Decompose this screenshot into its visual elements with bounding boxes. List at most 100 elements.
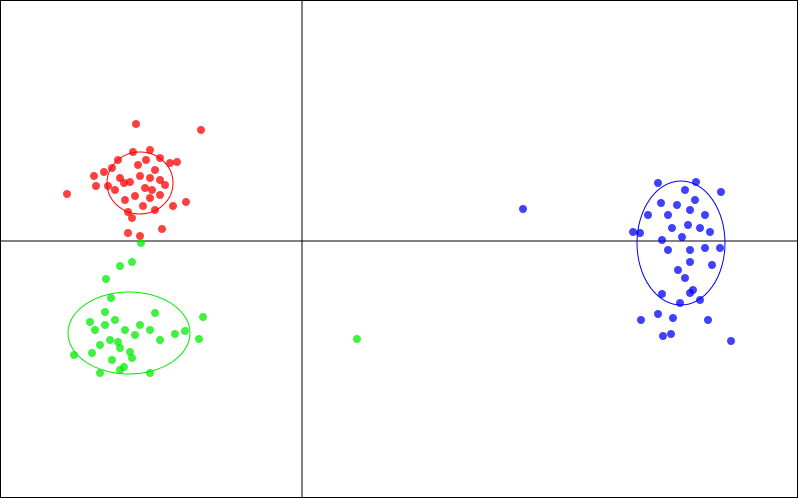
- scatter-point: [114, 338, 122, 346]
- scatter-point: [101, 321, 109, 329]
- scatter-point: [629, 228, 637, 236]
- scatter-point: [654, 179, 662, 187]
- scatter-point: [92, 182, 100, 190]
- scatter-point: [124, 229, 132, 237]
- scatter-point: [706, 228, 714, 236]
- scatter-point: [681, 274, 689, 282]
- scatter-point: [166, 159, 174, 167]
- scatter-point: [134, 161, 142, 169]
- scatter-point: [658, 290, 666, 298]
- scatter-point: [353, 335, 361, 343]
- scatter-point: [131, 192, 139, 200]
- scatter-point: [156, 191, 164, 199]
- scatter-point: [91, 326, 99, 334]
- cluster-ellipse: [67, 291, 191, 375]
- scatter-point: [654, 310, 662, 318]
- scatter-point: [717, 188, 725, 196]
- scatter-point: [664, 246, 672, 254]
- scatter-point: [136, 172, 144, 180]
- scatter-point: [148, 186, 156, 194]
- scatter-point: [691, 196, 699, 204]
- scatter-point: [100, 168, 108, 176]
- scatter-point: [696, 296, 704, 304]
- scatter-point: [519, 205, 527, 213]
- scatter-point: [689, 286, 697, 294]
- scatter-point: [146, 146, 154, 154]
- scatter-point: [657, 199, 665, 207]
- scatter-point: [696, 224, 704, 232]
- scatter-point: [636, 229, 644, 237]
- scatter-point: [141, 184, 149, 192]
- scatter-point: [156, 176, 164, 184]
- scatter-point: [146, 174, 154, 182]
- scatter-point: [70, 351, 78, 359]
- scatter-point: [171, 330, 179, 338]
- scatter-point: [146, 326, 154, 334]
- scatter-point: [727, 337, 735, 345]
- scatter-point: [658, 236, 666, 244]
- scatter-point: [124, 208, 132, 216]
- scatter-point: [681, 186, 689, 194]
- scatter-point: [90, 172, 98, 180]
- scatter-point: [644, 211, 652, 219]
- scatter-point: [197, 126, 205, 134]
- scatter-point: [86, 318, 94, 326]
- scatter-point: [96, 369, 104, 377]
- scatter-point: [161, 181, 169, 189]
- scatter-point: [195, 335, 203, 343]
- scatter-point: [158, 225, 166, 233]
- scatter-point: [686, 206, 694, 214]
- scatter-point: [146, 194, 154, 202]
- scatter-point: [684, 221, 692, 229]
- scatter-point: [667, 330, 675, 338]
- scatter-point: [136, 321, 144, 329]
- scatter-point: [108, 356, 116, 364]
- scatter-point: [701, 244, 709, 252]
- scatter-point: [120, 179, 128, 187]
- scatter-point: [704, 316, 712, 324]
- scatter-point: [173, 158, 181, 166]
- scatter-point: [101, 308, 109, 316]
- scatter-point: [169, 202, 177, 210]
- scatter-point: [151, 206, 159, 214]
- scatter-point: [664, 211, 672, 219]
- scatter-point: [686, 258, 694, 266]
- scatter-point: [139, 202, 147, 210]
- scatter-point: [182, 198, 190, 206]
- scatter-point: [146, 369, 154, 377]
- scatter-point: [116, 262, 124, 270]
- scatter-point: [114, 156, 122, 164]
- scatter-point: [659, 332, 667, 340]
- scatter-point: [120, 363, 128, 371]
- scatter-point: [142, 156, 150, 164]
- scatter-point: [128, 354, 136, 362]
- scatter-point: [104, 182, 112, 190]
- scatter-point: [686, 246, 694, 254]
- scatter-point: [131, 331, 139, 339]
- scatter-point: [156, 336, 164, 344]
- scatter-point: [692, 178, 700, 186]
- scatter-point: [708, 261, 716, 269]
- scatter-point: [199, 313, 207, 321]
- scatter-point: [102, 275, 110, 283]
- scatter-point: [107, 294, 115, 302]
- scatter-point: [121, 196, 129, 204]
- scatter-point: [111, 186, 119, 194]
- scatter-point: [673, 201, 681, 209]
- scatter-point: [137, 239, 145, 247]
- scatter-point: [637, 316, 645, 324]
- scatter-point: [156, 154, 164, 162]
- scatter-point: [669, 314, 677, 322]
- scatter-point: [716, 244, 724, 252]
- scatter-point: [181, 327, 189, 335]
- scatter-point: [106, 336, 114, 344]
- scatter-point: [129, 148, 137, 156]
- scatter-point: [674, 266, 682, 274]
- scatter-point: [136, 232, 144, 240]
- scatter-point: [121, 326, 129, 334]
- scatter-point: [668, 224, 676, 232]
- scatter-point: [151, 309, 159, 317]
